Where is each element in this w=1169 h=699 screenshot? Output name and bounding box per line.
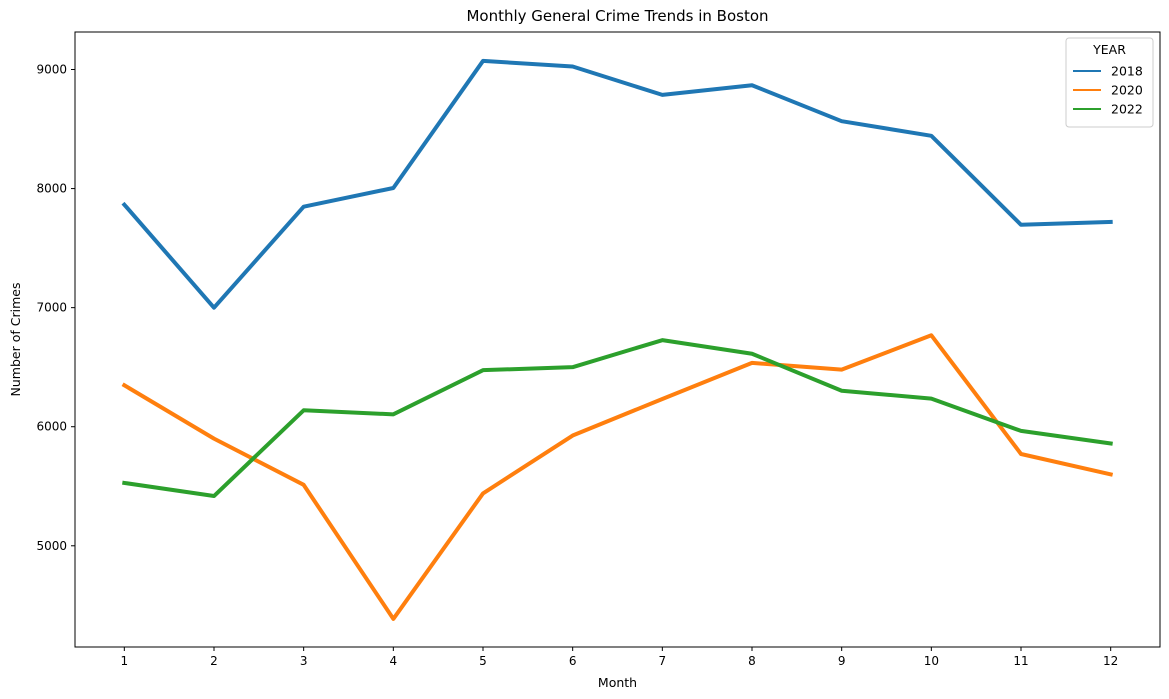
y-axis: 5000 6000 7000 8000 9000 (36, 63, 75, 553)
x-tick-label: 6 (569, 654, 577, 668)
x-axis: 1 2 3 4 5 6 7 8 9 10 11 12 (120, 647, 1118, 668)
legend-label-2020: 2020 (1111, 83, 1143, 98)
y-tick-label: 6000 (36, 420, 67, 434)
x-tick-label: 11 (1013, 654, 1028, 668)
y-tick-label: 7000 (36, 301, 67, 315)
x-tick-label: 4 (390, 654, 398, 668)
x-tick-label: 8 (748, 654, 756, 668)
x-axis-label: Month (598, 675, 637, 690)
series-line-2018 (121, 58, 1113, 310)
series-line-2020 (121, 333, 1114, 621)
x-tick-label: 1 (120, 654, 128, 668)
y-tick-label: 9000 (36, 63, 67, 77)
legend: YEAR 2018 2020 2022 (1065, 37, 1154, 128)
x-tick-label: 2 (210, 654, 218, 668)
plot-frame (74, 31, 1161, 648)
legend-box (1065, 37, 1154, 128)
x-tick-label: 7 (659, 654, 667, 668)
x-tick-label: 5 (479, 654, 487, 668)
y-axis-label: Number of Crimes (8, 283, 23, 397)
y-tick-label: 8000 (36, 182, 67, 196)
chart-title: Monthly General Crime Trends in Boston (466, 7, 768, 25)
series-line-2022 (122, 338, 1113, 499)
series-lines (121, 58, 1114, 621)
x-tick-label: 10 (924, 654, 939, 668)
x-tick-label: 3 (300, 654, 308, 668)
legend-title: YEAR (1092, 42, 1126, 57)
y-tick-label: 5000 (36, 539, 67, 553)
x-tick-label: 12 (1103, 654, 1118, 668)
legend-label-2022: 2022 (1111, 102, 1143, 117)
legend-label-2018: 2018 (1111, 64, 1143, 79)
plot-area (74, 31, 1161, 648)
x-tick-label: 9 (838, 654, 846, 668)
